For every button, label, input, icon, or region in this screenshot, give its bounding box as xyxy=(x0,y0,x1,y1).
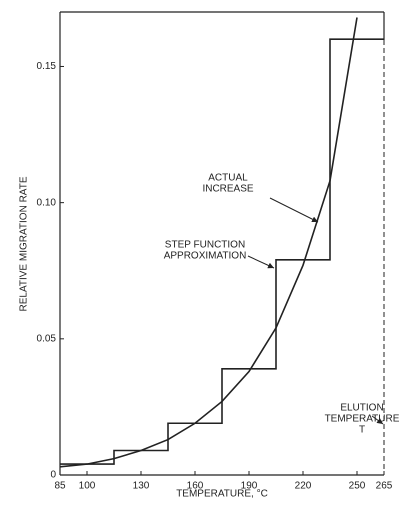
x-tick-label: 100 xyxy=(79,481,96,492)
x-tick-label: 220 xyxy=(295,481,312,492)
y-tick-label: 0.10 xyxy=(37,197,57,208)
curve-line xyxy=(60,17,358,468)
arrow xyxy=(269,197,319,223)
annotation: ELUTION xyxy=(340,403,383,414)
y-tick-label: 0.15 xyxy=(37,61,57,72)
x-tick-label: 130 xyxy=(133,481,150,492)
x-tick-label: 85 xyxy=(54,481,66,492)
annotation: INCREASE xyxy=(202,184,253,195)
x-tick-label: 265 xyxy=(376,481,393,492)
step-line xyxy=(60,38,384,465)
x-tick-label: 250 xyxy=(349,481,366,492)
annotation: APPROXIMATION xyxy=(164,251,247,262)
arrow xyxy=(371,415,384,425)
x-axis-label: TEMPERATURE, °C xyxy=(176,489,268,500)
y-tick-label: 0.05 xyxy=(37,333,57,344)
x-tick-label: 160 xyxy=(187,481,204,492)
y-axis-label: RELATIVE MIGRATION RATE xyxy=(19,176,30,311)
y-tick-label: 0 xyxy=(50,470,56,481)
annotation: STEP FUNCTION xyxy=(165,240,245,251)
arrow xyxy=(247,255,275,269)
annotation: T xyxy=(359,425,365,436)
annotation: TEMPERATURE xyxy=(325,414,400,425)
x-tick-label: 190 xyxy=(241,481,258,492)
annotation: ACTUAL xyxy=(208,173,248,184)
